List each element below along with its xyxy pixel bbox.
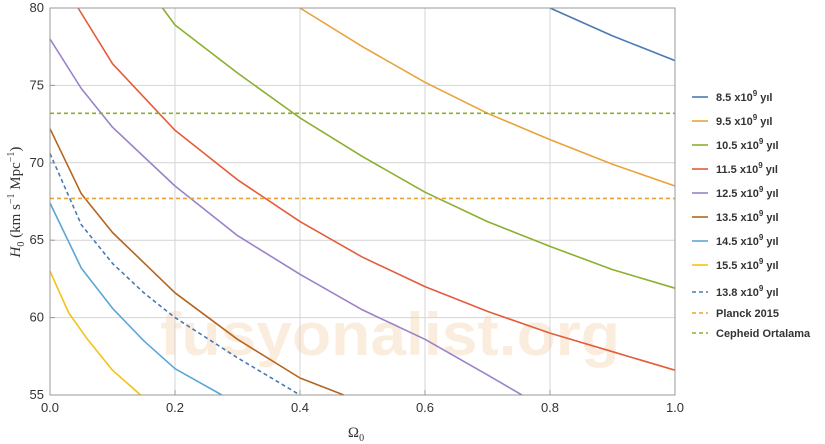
y-tick-label: 60 — [30, 310, 44, 325]
legend-item: Planck 2015 — [692, 308, 779, 320]
y-tick-label: 65 — [30, 232, 44, 247]
tick-labels: 0.0 0.2 0.4 0.6 0.8 1.0 55 60 65 70 75 80 — [30, 0, 685, 415]
y-tick-label: 55 — [30, 387, 44, 402]
x-tick-label: 0.0 — [41, 400, 59, 415]
x-tick-label: 0.8 — [541, 400, 559, 415]
legend-label: 10.5 x109 yıl — [716, 137, 779, 152]
plot-frame — [49, 7, 676, 396]
x-tick-label: 0.6 — [416, 400, 434, 415]
series-line-8 — [49, 270, 142, 396]
x-tick-label: 1.0 — [666, 400, 684, 415]
y-tick-label: 70 — [30, 155, 44, 170]
legend-item: 13.8 x109 yıl — [692, 284, 779, 299]
plot-lines — [49, 7, 676, 396]
legend-item: Cepheid Ortalama — [692, 328, 811, 340]
legend-label: 15.5 x109 yıl — [716, 257, 779, 272]
series-line-6 — [49, 128, 345, 396]
series-line-5 — [49, 38, 523, 396]
legend-item: 15.5 x109 yıl — [692, 257, 779, 272]
legend-item: 11.5 x109 yıl — [692, 161, 778, 176]
legend-item: 12.5 x109 yıl — [692, 185, 779, 200]
legend-label: 9.5 x109 yıl — [716, 113, 772, 128]
y-tick-label: 75 — [30, 77, 44, 92]
legend-item: 13.5 x109 yıl — [692, 209, 779, 224]
legend-label: 14.5 x109 yıl — [716, 233, 779, 248]
legend-label: Cepheid Ortalama — [716, 328, 811, 340]
series-line-4 — [77, 7, 676, 371]
x-tick-label: 0.4 — [291, 400, 309, 415]
y-tick-label: 80 — [30, 0, 44, 15]
legend-label: 13.5 x109 yıl — [716, 209, 779, 224]
legend-label: 8.5 x109 yıl — [716, 89, 772, 104]
legend: 8.5 x109 yıl 9.5 x109 yıl 10.5 x109 yıl 11.… — [692, 89, 811, 340]
legend-item: 8.5 x109 yıl — [692, 89, 772, 104]
x-tick-label: 0.2 — [166, 400, 184, 415]
legend-item: 10.5 x109 yıl — [692, 137, 779, 152]
series-line-1 — [549, 7, 676, 62]
series-line-9 — [49, 153, 301, 396]
legend-label: 13.8 x109 yıl — [716, 284, 779, 299]
x-axis-title: Ω0 — [348, 425, 364, 444]
legend-label: 12.5 x109 yıl — [716, 185, 779, 200]
legend-label: 11.5 x109 yıl — [716, 161, 778, 176]
y-axis-title: H0 (km s−1 Mpc−1) — [6, 147, 27, 259]
legend-item: 14.5 x109 yıl — [692, 233, 779, 248]
legend-label: Planck 2015 — [716, 308, 779, 320]
series-line-3 — [161, 7, 676, 289]
legend-item: 9.5 x109 yıl — [692, 113, 772, 128]
watermark: fusyonalist.org — [160, 301, 620, 368]
series-line-2 — [299, 7, 676, 187]
grid — [50, 8, 675, 395]
series-line-7 — [49, 202, 223, 396]
